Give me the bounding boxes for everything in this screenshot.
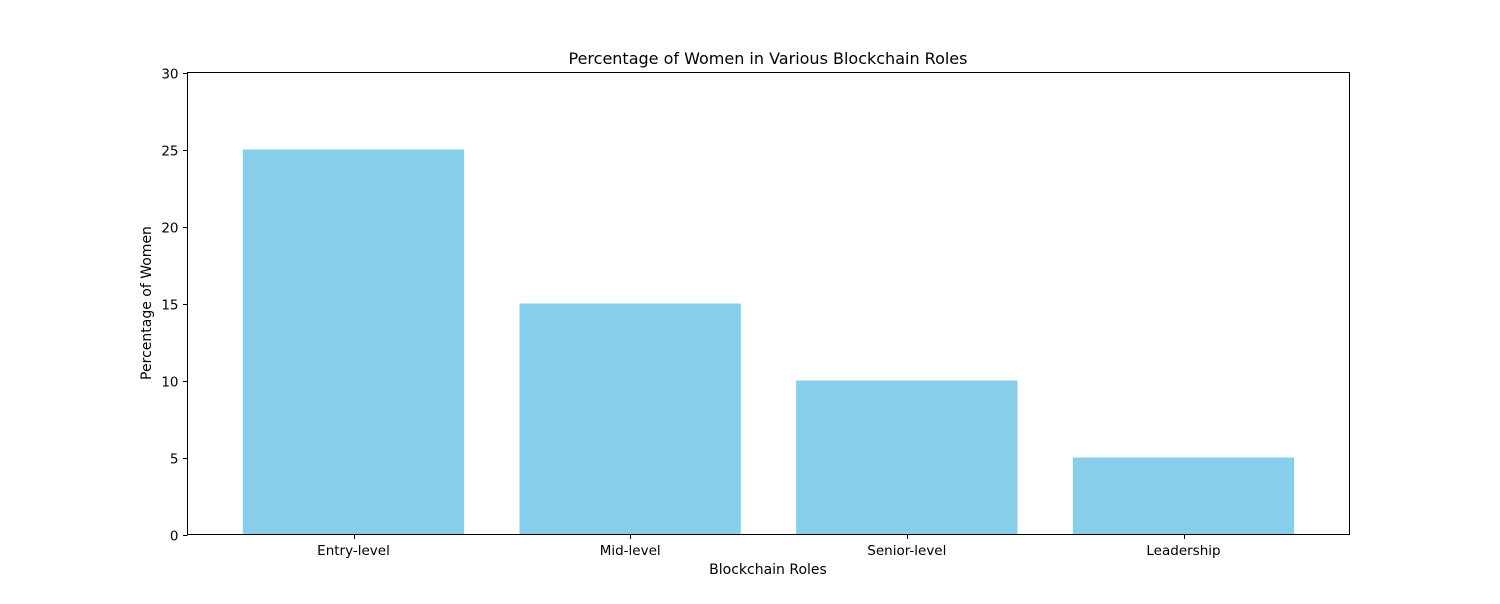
y-tick-label: 10 [161, 375, 178, 391]
x-tick-label: Leadership [1146, 543, 1220, 559]
y-axis: 0 5 10 15 20 25 30 [161, 67, 188, 545]
plot-frame [187, 72, 1350, 535]
x-tick-label: Entry-level [317, 543, 390, 559]
x-tick-label: Senior-level [867, 543, 946, 559]
y-tick-label: 25 [161, 144, 178, 160]
bar-mid-level [519, 303, 741, 535]
y-tick-label: 0 [170, 529, 179, 545]
y-tick-label: 20 [161, 221, 178, 237]
x-axis-label: Blockchain Roles [709, 562, 827, 578]
y-tick-label: 5 [170, 452, 179, 468]
x-tick-label: Mid-level [600, 543, 661, 559]
y-axis-label: Percentage of Women [139, 226, 155, 380]
chart-title: Percentage of Women in Various Blockchai… [569, 49, 968, 68]
bar-leadership [1072, 457, 1295, 535]
y-tick-label: 30 [161, 67, 178, 83]
x-axis: Entry-level Mid-level Senior-level Leadersh… [317, 534, 1221, 559]
bar-group [242, 149, 1295, 535]
bar-entry-level [242, 149, 465, 535]
y-tick-label: 15 [161, 298, 178, 314]
bar-senior-level [796, 380, 1018, 535]
